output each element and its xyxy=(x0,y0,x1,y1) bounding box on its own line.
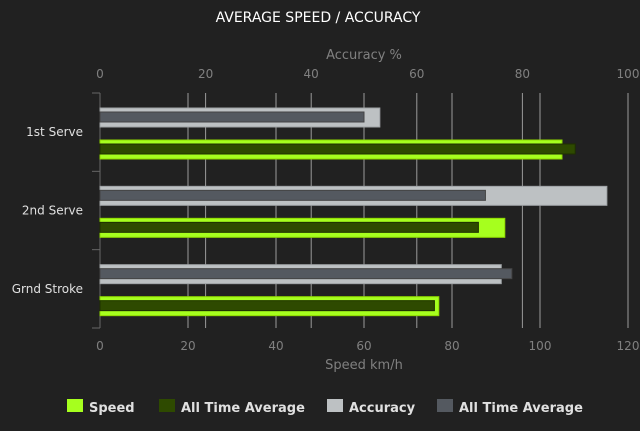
category-label: 1st Serve xyxy=(26,125,83,139)
accuracy-average-bar xyxy=(99,268,513,280)
legend-swatch xyxy=(327,399,343,412)
accuracy-tick-label: 40 xyxy=(304,67,319,81)
accuracy-tick-label: 100 xyxy=(617,67,640,81)
legend-label: Speed xyxy=(89,401,135,416)
speed-average-bar xyxy=(99,221,479,233)
speed-average-bar xyxy=(99,300,435,312)
top-axis-label: Accuracy % xyxy=(326,48,402,63)
legend-swatch xyxy=(67,399,83,412)
speed-average-bar xyxy=(99,143,576,155)
speed-tick-label: 40 xyxy=(268,339,283,353)
speed-tick-label: 60 xyxy=(356,339,371,353)
speed-tick-label: 100 xyxy=(529,339,552,353)
category-label: 2nd Serve xyxy=(22,204,83,218)
accuracy-average-bar xyxy=(99,189,486,201)
bottom-axis-label: Speed km/h xyxy=(325,358,403,373)
accuracy-tick-label: 80 xyxy=(515,67,530,81)
speed-tick-label: 20 xyxy=(180,339,195,353)
accuracy-tick-label: 0 xyxy=(96,67,104,81)
legend-swatch xyxy=(159,399,175,412)
chart-title: AVERAGE SPEED / ACCURACY xyxy=(216,10,421,26)
legend-label: Accuracy xyxy=(349,401,416,416)
speed-tick-label: 80 xyxy=(444,339,459,353)
accuracy-tick-label: 20 xyxy=(198,67,213,81)
category-label: Grnd Stroke xyxy=(12,282,83,296)
accuracy-tick-label: 60 xyxy=(409,67,424,81)
speed-tick-label: 120 xyxy=(617,339,640,353)
legend-label: All Time Average xyxy=(459,401,583,416)
accuracy-average-bar xyxy=(99,111,365,123)
legend-label: All Time Average xyxy=(181,401,305,416)
legend-swatch xyxy=(437,399,453,412)
speed-tick-label: 0 xyxy=(96,339,104,353)
